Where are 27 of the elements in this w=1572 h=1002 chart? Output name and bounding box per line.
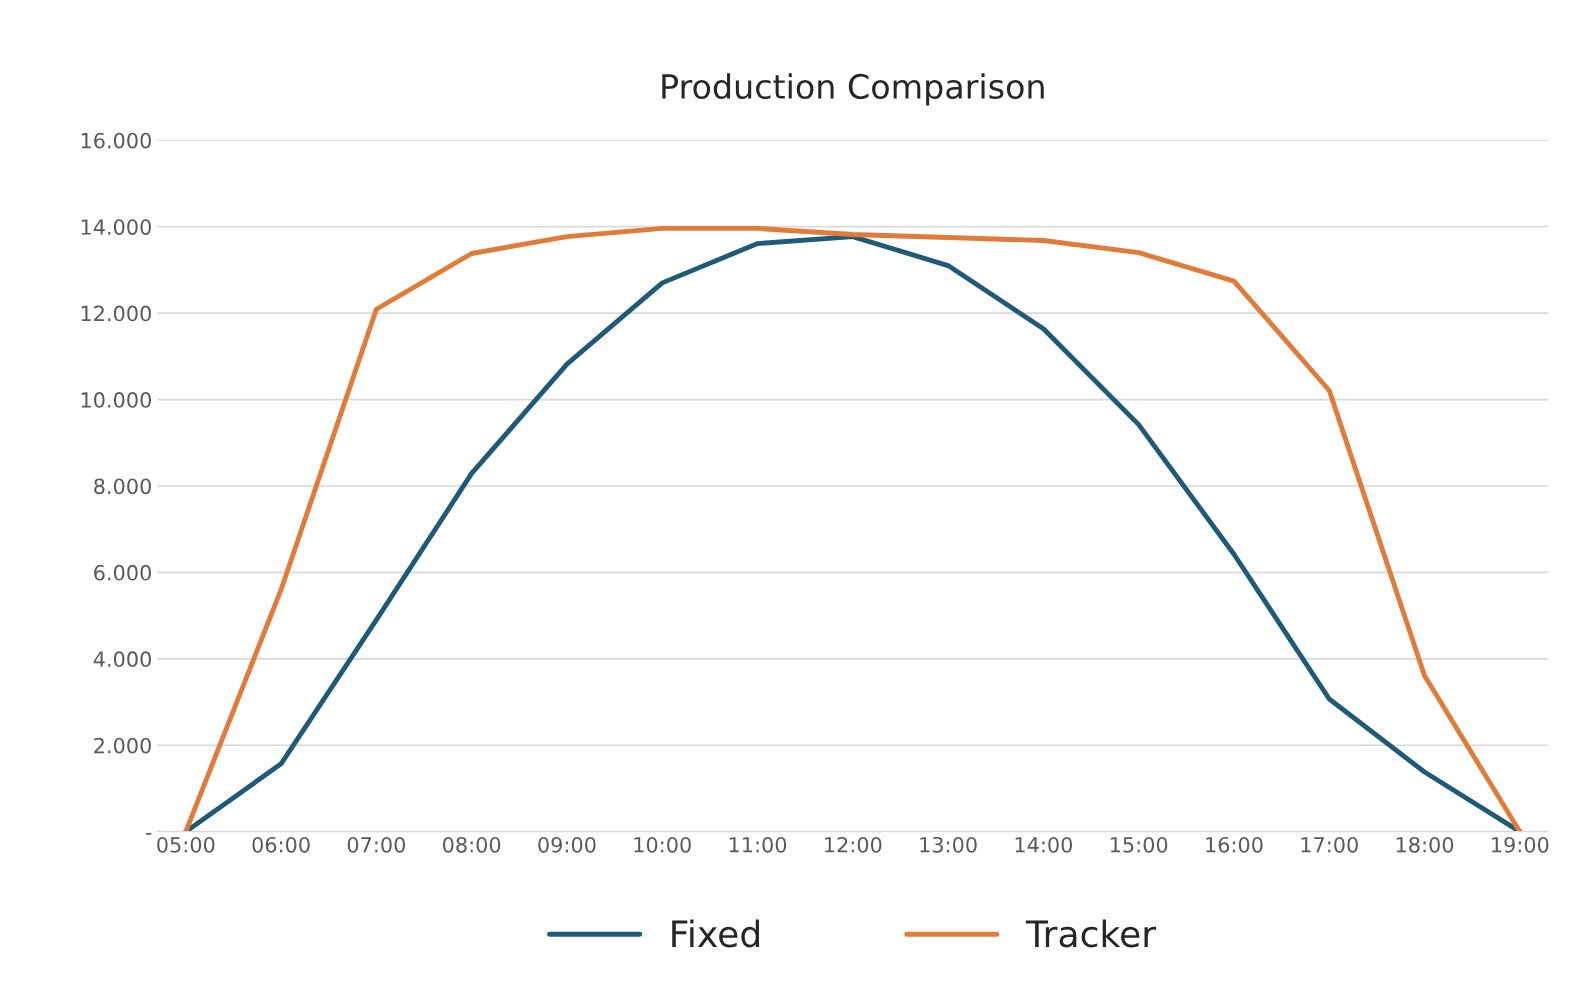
x-tick-label: 16:00 <box>1206 836 1263 853</box>
x-tick-label: 13:00 <box>920 836 977 853</box>
x-tick-label: 10:00 <box>634 836 691 853</box>
x-tick-label: 14:00 <box>1015 836 1073 853</box>
legend-label: Tracker <box>1025 919 1157 948</box>
x-tick-label: 15:00 <box>1110 836 1168 853</box>
y-tick-label: 8.000 <box>94 478 151 495</box>
y-tick-label: 14.000 <box>81 219 151 235</box>
y-tick-label: 16.000 <box>81 132 151 149</box>
y-tick-label: 4.000 <box>93 651 151 668</box>
x-tick-label: 17:00 <box>1301 836 1358 853</box>
y-tick-label: 2.000 <box>94 737 151 754</box>
legend-label: Fixed <box>672 919 759 948</box>
x-tick-label: 19:00 <box>1492 836 1549 853</box>
y-tick-label: - <box>145 833 152 835</box>
x-tick-label: 06:00 <box>252 836 310 853</box>
y-tick-label: 6.000 <box>94 564 151 581</box>
y-tick-label: 10.000 <box>81 392 151 408</box>
chart-title: Production Comparison <box>662 73 1044 106</box>
y-tick-label: 12.000 <box>81 305 151 322</box>
x-tick-label: 09:00 <box>538 836 596 853</box>
x-tick-label: 18:00 <box>1396 836 1454 853</box>
x-tick-label: 12:00 <box>825 836 882 853</box>
x-tick-label: 07:00 <box>347 836 405 853</box>
x-tick-label: 05:00 <box>157 836 215 853</box>
x-tick-label: 08:00 <box>443 836 501 853</box>
x-tick-label: 11:00 <box>729 836 787 853</box>
